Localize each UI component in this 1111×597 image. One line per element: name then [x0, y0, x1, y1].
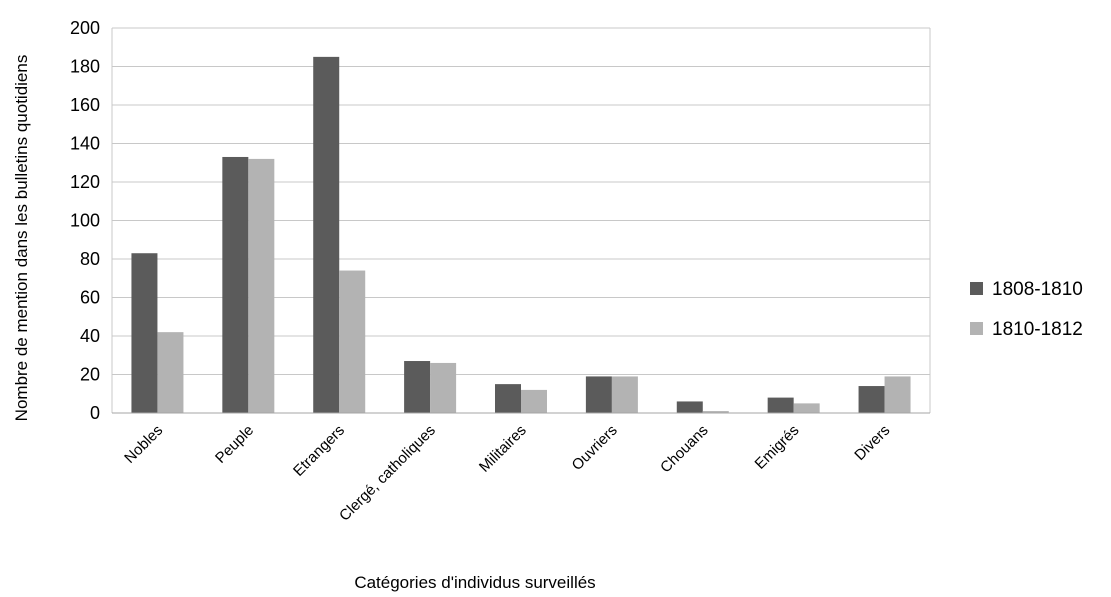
- y-tick-label: 40: [80, 326, 100, 346]
- y-tick-label: 60: [80, 288, 100, 308]
- bar-1810-1812-Emigrés: [793, 403, 820, 413]
- bar-1808-1810-Etrangers: [313, 56, 340, 413]
- legend-swatch: [970, 282, 983, 295]
- y-tick-label: 100: [70, 211, 100, 231]
- bar-1810-1812-Divers: [884, 376, 911, 413]
- bar-1808-1810-Emigrés: [767, 397, 794, 413]
- y-tick-label: 180: [70, 57, 100, 77]
- bar-1808-1810-Divers: [858, 386, 885, 413]
- bar-1810-1812-Chouans: [702, 411, 729, 413]
- bar-1810-1812-Etrangers: [339, 270, 366, 413]
- bar-1808-1810-Ouvriers: [585, 376, 612, 413]
- y-tick-label: 140: [70, 134, 100, 154]
- bars: [131, 56, 911, 413]
- bar-1808-1810-Peuple: [222, 156, 249, 413]
- legend-label: 1808-1810: [992, 279, 1083, 300]
- x-axis-title: Catégories d'individus surveillés: [354, 573, 595, 592]
- legend-swatch: [970, 322, 983, 335]
- bar-1808-1810-Nobles: [131, 253, 158, 413]
- bar-1808-1810-Chouans: [676, 401, 703, 413]
- y-tick-label: 20: [80, 365, 100, 385]
- y-tick-labels: 0 20 40 60 80 100 120 140 160 180 200: [70, 18, 100, 423]
- bar-1808-1810-Clergé, catholiques: [404, 361, 431, 413]
- bar-1810-1812-Ouvriers: [611, 376, 638, 413]
- y-tick-label: 80: [80, 249, 100, 269]
- axes: [111, 28, 931, 414]
- y-tick-label: 200: [70, 18, 100, 38]
- y-tick-label: 120: [70, 172, 100, 192]
- y-tick-label: 0: [90, 403, 100, 423]
- bar-1808-1810-Militaires: [495, 384, 521, 413]
- legend-label: 1810-1812: [992, 319, 1083, 340]
- bar-1810-1812-Nobles: [157, 332, 184, 413]
- bar-1810-1812-Clergé, catholiques: [430, 362, 457, 413]
- bar-1810-1812-Militaires: [521, 389, 547, 413]
- y-tick-label: 160: [70, 95, 100, 115]
- legend: 1808-1810 1810-1812: [970, 279, 1083, 340]
- bar-1810-1812-Peuple: [248, 158, 275, 413]
- y-axis-title: Nombre de mention dans les bulletins quo…: [12, 55, 31, 422]
